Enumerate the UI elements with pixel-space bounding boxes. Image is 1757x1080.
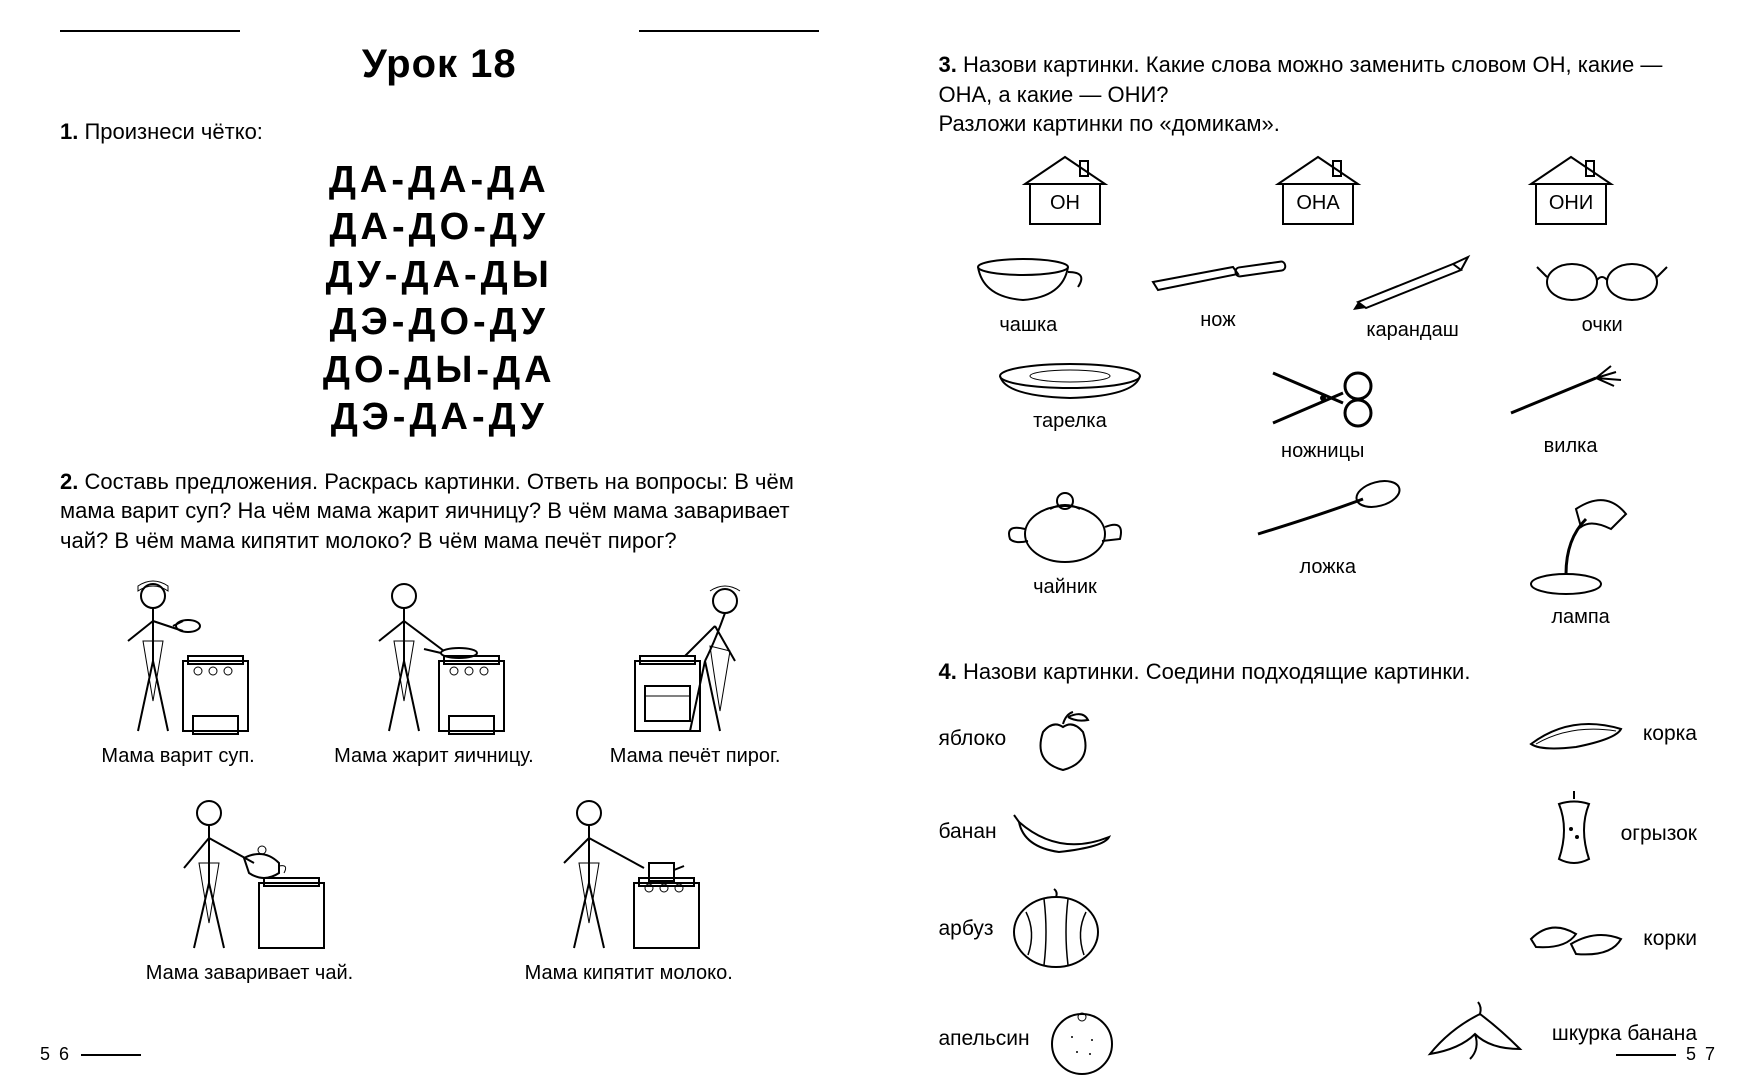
cook-soup-icon — [98, 571, 258, 741]
match-korka: корка — [1420, 709, 1697, 759]
task2-row2: Мама заваривает чай. Мама кипятит молоко… — [60, 783, 819, 990]
match-orange: апельсин — [939, 1002, 1122, 1077]
plate-icon — [990, 358, 1150, 403]
svg-text:ОН: ОН — [1050, 192, 1080, 214]
watermelon-icon — [1006, 887, 1106, 972]
match-right-col: корка огрызок корки — [1420, 709, 1697, 1069]
cook-bake-icon — [615, 571, 775, 741]
house-oni-icon: ОНИ — [1516, 149, 1626, 229]
svg-text:ОНИ: ОНИ — [1548, 192, 1592, 214]
house-on-icon: ОН — [1010, 149, 1120, 229]
match-ogryzok: огрызок — [1420, 789, 1697, 879]
fig-fry: Мама жарит яичницу. — [334, 571, 534, 768]
task-4: 4. Назови картинки. Соедини подходящие к… — [939, 657, 1698, 687]
cook-fry-icon — [354, 571, 514, 741]
items-row2: тарелка ножницы вилка — [939, 350, 1698, 471]
knife-icon — [1143, 252, 1293, 302]
scissors-icon — [1253, 358, 1393, 433]
pencil-icon — [1343, 252, 1483, 312]
orange-icon — [1042, 1002, 1122, 1077]
fig-bake: Мама печёт пирог. — [610, 571, 781, 768]
lesson-title: Урок 18 — [60, 42, 819, 87]
match-left-col: яблоко банан арбуз — [939, 702, 1122, 1077]
banana-peel-icon — [1420, 999, 1540, 1069]
cook-tea-icon — [164, 788, 334, 958]
match-apple: яблоко — [939, 702, 1122, 777]
item-spoon: ложка — [1243, 479, 1413, 629]
fig-milk: Мама кипятит молоко. — [525, 788, 733, 985]
fork-icon — [1496, 358, 1646, 428]
header-rule — [60, 30, 819, 32]
item-scissors: ножницы — [1253, 358, 1393, 463]
item-teapot: чайник — [990, 479, 1140, 629]
item-glasses: очки — [1532, 252, 1672, 342]
match-watermelon: арбуз — [939, 887, 1122, 972]
spoon-icon — [1243, 479, 1413, 549]
apple-icon — [1018, 702, 1108, 777]
teapot-icon — [990, 479, 1140, 569]
item-lamp: лампа — [1516, 479, 1646, 629]
item-cup: чашка — [963, 252, 1093, 342]
page-right: 3. Назови картинки. Какие слова можно за… — [879, 0, 1757, 1080]
apple-core-icon — [1539, 789, 1609, 879]
task-1: 1. Произнеси чётко: — [60, 117, 819, 147]
fig-soup: Мама варит суп. — [98, 571, 258, 768]
peels-icon — [1521, 909, 1631, 969]
rind-icon — [1521, 709, 1631, 759]
cook-milk-icon — [544, 788, 714, 958]
lamp-icon — [1516, 479, 1646, 599]
svg-text:ОНА: ОНА — [1296, 192, 1340, 214]
glasses-icon — [1532, 252, 1672, 307]
syllable-block: ДА-ДА-ДА ДА-ДО-ДУ ДУ-ДА-ДЫ ДЭ-ДО-ДУ ДО-Д… — [60, 157, 819, 442]
page-number-left: 5 6 — [40, 1044, 141, 1065]
match-area: яблоко банан арбуз — [939, 702, 1698, 1077]
items-row1: чашка нож карандаш — [939, 244, 1698, 350]
banana-icon — [1009, 807, 1119, 857]
cup-icon — [963, 252, 1093, 307]
match-korki: корки — [1420, 909, 1697, 969]
item-knife: нож — [1143, 252, 1293, 342]
page-number-right: 5 7 — [1616, 1044, 1717, 1065]
fig-tea: Мама заваривает чай. — [146, 788, 354, 985]
match-banana: банан — [939, 807, 1122, 857]
item-fork: вилка — [1496, 358, 1646, 463]
house-ona-icon: ОНА — [1263, 149, 1373, 229]
task-2: 2. Составь предложения. Раскрась картинк… — [60, 467, 819, 556]
item-pencil: карандаш — [1343, 252, 1483, 342]
items-row3: чайник ложка лампа — [939, 471, 1698, 637]
task-3: 3. Назови картинки. Какие слова можно за… — [939, 50, 1698, 139]
houses-row: ОН ОНА ОНИ — [939, 149, 1698, 229]
task2-row1: Мама варит суп. Мама жарит яичницу. — [60, 566, 819, 773]
page-left: Урок 18 1. Произнеси чётко: ДА-ДА-ДА ДА-… — [0, 0, 879, 1080]
item-plate: тарелка — [990, 358, 1150, 463]
